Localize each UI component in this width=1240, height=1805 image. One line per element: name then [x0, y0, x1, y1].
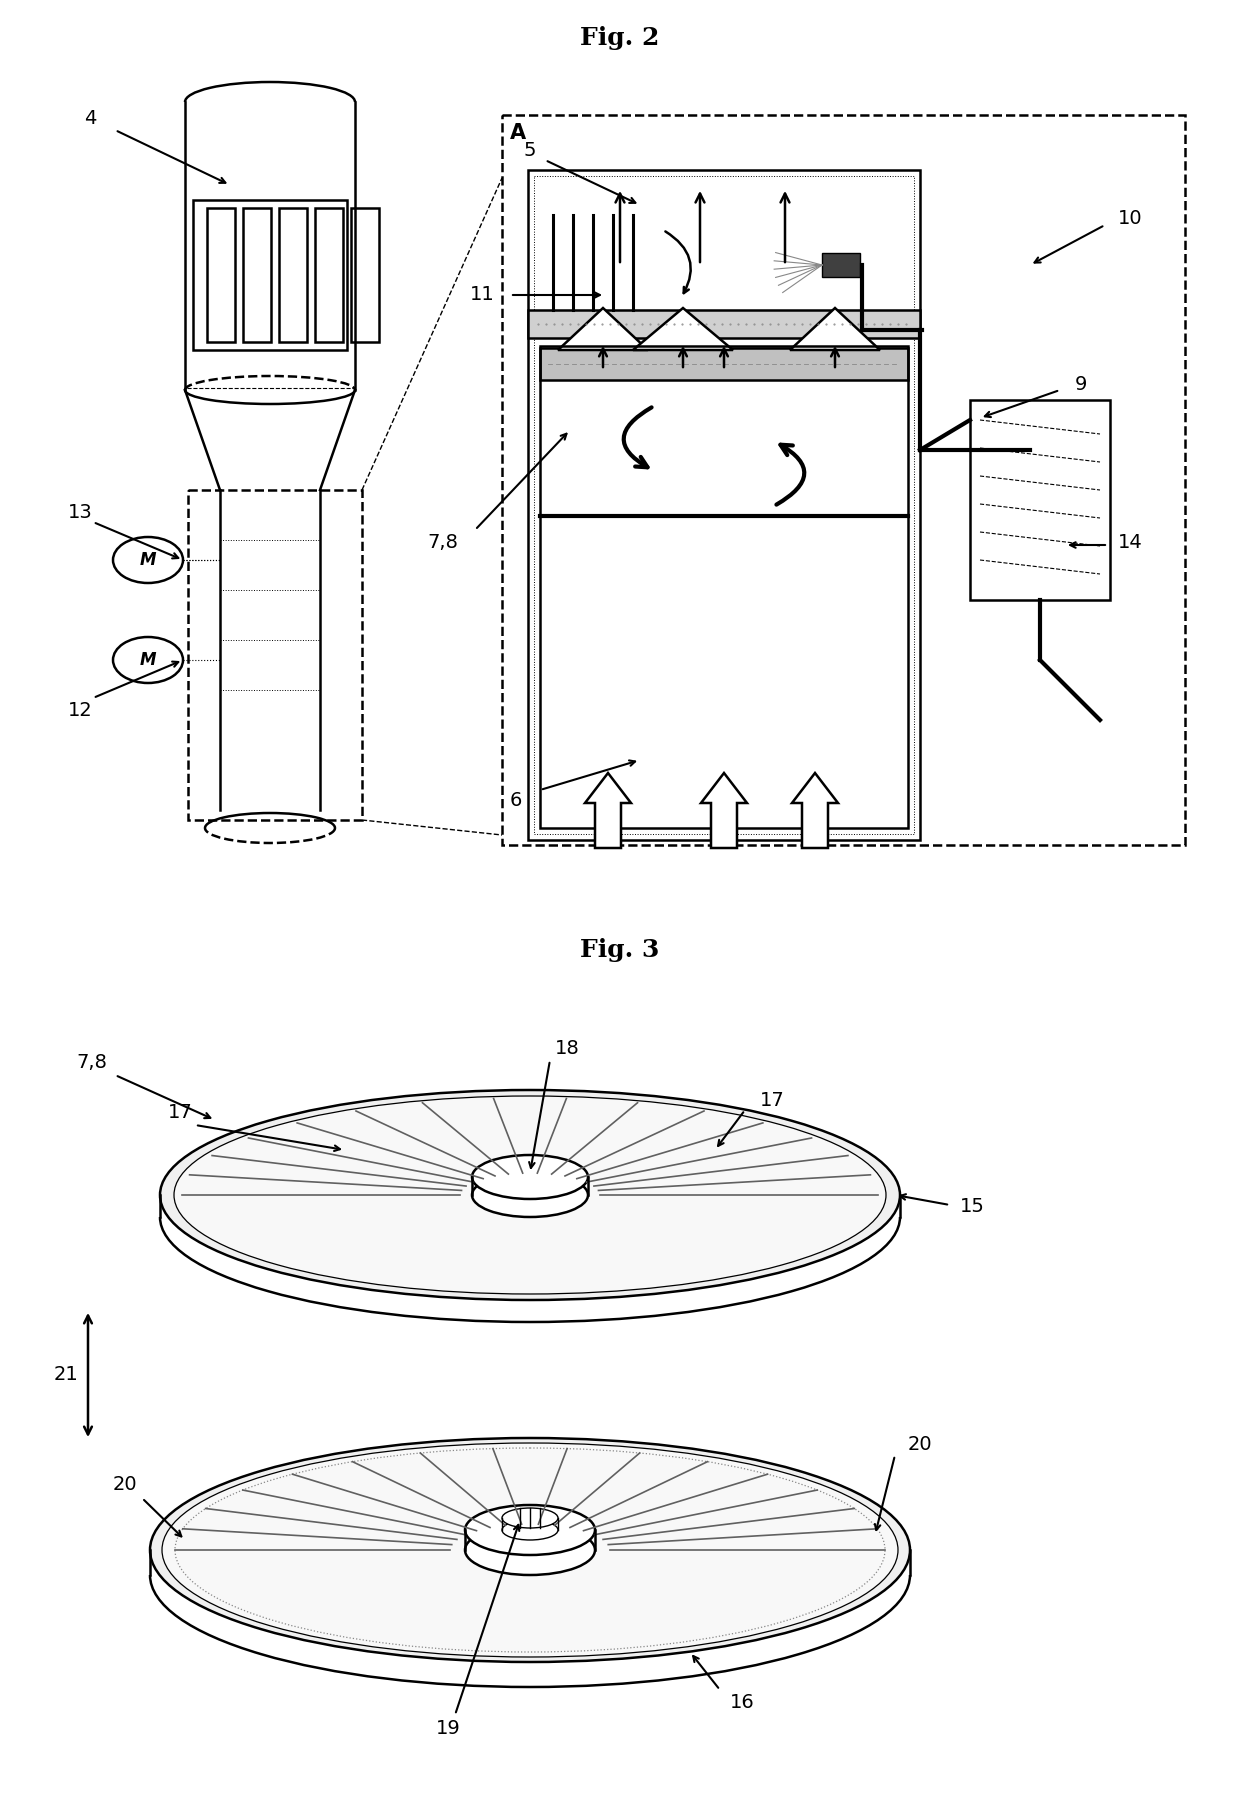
Bar	[539, 347, 908, 828]
Text: 15: 15	[960, 1197, 985, 1217]
Bar	[502, 116, 1185, 845]
Bar	[351, 208, 379, 341]
Text: 6: 6	[510, 791, 522, 809]
Text: 4: 4	[84, 108, 97, 128]
Ellipse shape	[502, 1520, 558, 1540]
Text: 10: 10	[1118, 209, 1142, 227]
Text: Fig. 3: Fig. 3	[580, 939, 660, 962]
Text: 11: 11	[470, 285, 495, 305]
Polygon shape	[558, 309, 649, 350]
Bar	[207, 208, 236, 341]
Text: 12: 12	[68, 700, 92, 720]
Ellipse shape	[113, 538, 184, 583]
Text: 9: 9	[1075, 375, 1087, 395]
Text: 5: 5	[523, 141, 536, 159]
Polygon shape	[790, 309, 880, 350]
Bar	[243, 208, 272, 341]
Bar	[193, 200, 347, 350]
Text: 14: 14	[1118, 532, 1143, 552]
Ellipse shape	[174, 1096, 887, 1294]
Text: 16: 16	[730, 1693, 755, 1711]
FancyArrow shape	[701, 773, 746, 848]
FancyArrow shape	[585, 773, 631, 848]
Ellipse shape	[502, 1507, 558, 1529]
Bar	[528, 170, 920, 839]
Ellipse shape	[113, 637, 184, 682]
Text: 21: 21	[53, 1366, 78, 1384]
Polygon shape	[632, 309, 733, 350]
Text: 7,8: 7,8	[77, 1052, 108, 1072]
Bar	[534, 177, 914, 834]
Bar	[188, 489, 362, 819]
Ellipse shape	[472, 1173, 588, 1217]
Text: 7,8: 7,8	[427, 532, 458, 552]
Ellipse shape	[465, 1505, 595, 1554]
Bar	[539, 348, 908, 381]
Bar	[822, 253, 861, 276]
Text: 20: 20	[113, 1475, 138, 1495]
Text: 19: 19	[435, 1718, 460, 1738]
Bar	[528, 310, 920, 338]
Text: 20: 20	[908, 1435, 932, 1455]
Text: Fig. 2: Fig. 2	[580, 25, 660, 51]
Ellipse shape	[160, 1090, 900, 1300]
Text: 13: 13	[68, 502, 92, 522]
Text: M: M	[140, 551, 156, 569]
Ellipse shape	[472, 1155, 588, 1199]
Ellipse shape	[150, 1439, 910, 1662]
Bar	[970, 401, 1110, 599]
Text: M: M	[140, 652, 156, 670]
Bar	[279, 208, 308, 341]
FancyArrow shape	[792, 773, 838, 848]
Text: 17: 17	[167, 1103, 192, 1121]
Text: A: A	[510, 123, 526, 143]
Bar	[315, 208, 343, 341]
Text: 18: 18	[556, 1038, 580, 1058]
Ellipse shape	[465, 1525, 595, 1576]
Ellipse shape	[162, 1442, 898, 1657]
Text: 17: 17	[760, 1090, 785, 1110]
